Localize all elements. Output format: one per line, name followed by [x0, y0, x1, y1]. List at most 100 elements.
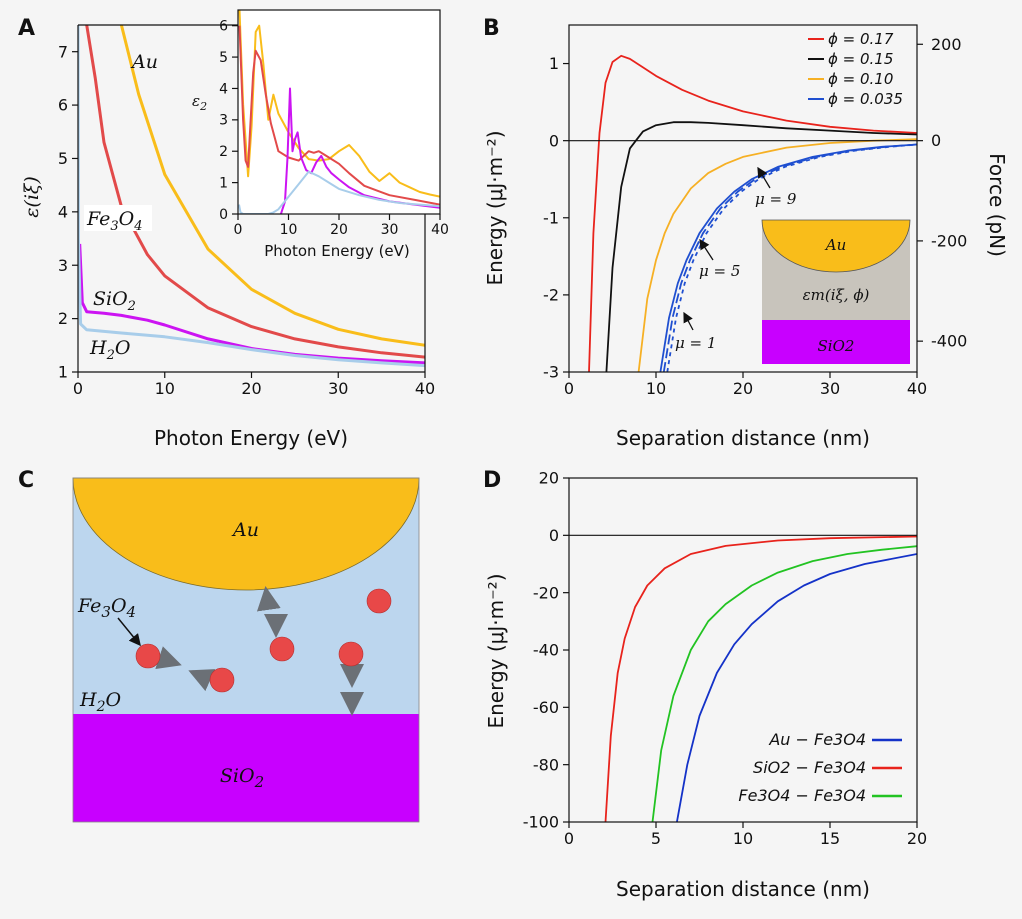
panel-d-axes: 0 5 10 15 20 -100 -80 -60 -40 -20 0 20 [523, 469, 927, 848]
y-tick-label: 4 [219, 81, 228, 97]
legend-entry: SiO2 − Fe3O4 [753, 758, 866, 777]
series-line-H2O [78, 25, 425, 368]
panel-b-xlabel: Separation distance (nm) [616, 426, 870, 450]
y-tick-label: -20 [533, 583, 559, 602]
x-tick-label: 40 [415, 379, 435, 398]
series-line-ϕ = 0.15 [605, 121, 917, 372]
y-tick-label: -60 [533, 698, 559, 717]
y-tick-label: 5 [219, 50, 228, 66]
panel-a-axes: 0 10 20 30 40 1 2 3 4 5 6 7 [58, 24, 435, 398]
panel-c-schematic: Au Fe3O4 H2O SiO2 [72, 477, 420, 823]
panel-b-chart: 0 10 20 30 40 -3 -2 -1 0 1 200 0 -200 -400 Separation… [483, 24, 1009, 450]
panel-a-inset-series-group [238, 10, 440, 214]
x-tick-label: 10 [280, 222, 298, 238]
particle [135, 643, 161, 669]
schematic-fe3o4-label: Fe3O4 [77, 595, 136, 621]
x-tick-label: 20 [330, 222, 348, 238]
x-tick-label: 0 [564, 829, 574, 848]
panel-d-legend: Au − Fe3O4 SiO2 − Fe3O4 Fe3O4 − Fe3O4 [738, 730, 902, 805]
x-tick-label: 0 [564, 379, 574, 398]
panel-d-xlabel: Separation distance (nm) [616, 877, 870, 901]
y2-tick-label: 200 [931, 35, 962, 54]
legend-entry: Au − Fe3O4 [768, 730, 866, 749]
y-tick-label: 0 [549, 526, 559, 545]
y2-tick-label: 0 [931, 131, 941, 150]
y-tick-label: -100 [523, 813, 559, 832]
panel-d-chart: 0 5 10 15 20 -100 -80 -60 -40 -20 0 20 Separation d… [484, 469, 927, 901]
series-line-Fe3O4 − Fe3O4 [651, 545, 917, 822]
x-tick-label: 20 [907, 829, 927, 848]
y-tick-label: -40 [533, 641, 559, 660]
series-line-Au [119, 25, 425, 347]
fe3o4-pointer-arrow [117, 617, 141, 647]
x-tick-label: 40 [907, 379, 927, 398]
y-tick-label: -3 [543, 363, 559, 382]
series-line-μ = 9 [666, 143, 917, 372]
y-tick-label: 6 [219, 19, 228, 35]
series-line-ϕ = 0.10 [637, 138, 917, 372]
panel-a-inset-ylabel: ε2 [192, 92, 207, 113]
legend-entry: ϕ = 0.10 [828, 70, 893, 88]
svg-text:μ = 5: μ = 5 [699, 262, 740, 280]
particle [269, 636, 295, 662]
schematic-au-label: Au [231, 519, 259, 541]
y2-tick-label: -400 [931, 332, 967, 351]
panel-d-letter: D [483, 468, 501, 493]
x-tick-label: 10 [733, 829, 753, 848]
particle [366, 588, 392, 614]
x-tick-label: 20 [241, 379, 261, 398]
x-tick-label: 5 [651, 829, 661, 848]
annotation-h2o: H2O [89, 337, 131, 363]
x-tick-label: 10 [155, 379, 175, 398]
panel-d-ylabel: Energy (μJ·m⁻²) [484, 573, 508, 728]
y-tick-label: 1 [219, 176, 228, 192]
panel-b-y2label: Force (pN) [985, 153, 1009, 257]
panel-a-xlabel: Photon Energy (eV) [154, 426, 348, 450]
y-tick-label: 4 [58, 202, 68, 221]
panel-b-series-group [588, 54, 917, 372]
x-tick-label: 10 [646, 379, 666, 398]
sio2-substrate [73, 714, 419, 822]
annotation-au: Au [130, 51, 158, 73]
panel-d-series-group [604, 535, 917, 822]
y-tick-label: 7 [58, 42, 68, 61]
mu9-label: μ = 9 [755, 166, 797, 208]
y-tick-label: 5 [58, 149, 68, 168]
series-line-Fe3O4 [85, 25, 425, 359]
svg-text:μ = 9: μ = 9 [755, 190, 797, 208]
x-tick-label: 30 [328, 379, 348, 398]
series-line-ϕ = 0.17 [588, 54, 917, 372]
y-tick-label: 1 [58, 363, 68, 382]
y-tick-label: 3 [58, 256, 68, 275]
x-tick-label: 40 [431, 222, 449, 238]
series-line-H2O [238, 170, 440, 214]
svg-text:μ = 1: μ = 1 [675, 334, 716, 352]
legend-entry: ϕ = 0.15 [828, 50, 893, 68]
panel-b-legend: ϕ = 0.17 ϕ = 0.15 ϕ = 0.10 ϕ = 0.035 [808, 30, 903, 108]
y-tick-label: -80 [533, 755, 559, 774]
series-line-Au − Fe3O4 [676, 553, 917, 822]
series-line-SiO2 [78, 243, 425, 365]
panel-c-letter: C [18, 468, 34, 493]
y-tick-label: 2 [58, 309, 68, 328]
panel-a-series-group [78, 25, 425, 368]
x-tick-label: 20 [733, 379, 753, 398]
y-tick-label: 0 [549, 131, 559, 150]
y-tick-label: 0 [219, 207, 228, 223]
annotation-fe3o4: Fe3O4 [84, 205, 152, 234]
inset-medium-label: εm(iξ, ϕ) [803, 286, 870, 304]
legend-entry: Fe3O4 − Fe3O4 [738, 786, 866, 805]
panel-b-axes: 0 10 20 30 40 -3 -2 -1 0 1 200 0 -200 -400 [543, 24, 967, 398]
mu5-label: μ = 5 [699, 238, 740, 280]
legend-entry: ϕ = 0.17 [828, 30, 894, 48]
mu1-label: μ = 1 [675, 311, 716, 352]
series-line-SiO2 − Fe3O4 [604, 535, 917, 822]
particle [209, 667, 235, 693]
y-tick-label: 6 [58, 96, 68, 115]
x-tick-label: 15 [820, 829, 840, 848]
series-line-SiO2 [279, 87, 440, 214]
y2-tick-label: -200 [931, 231, 967, 250]
fe3o4-particles [135, 588, 392, 693]
panel-a-letter: A [18, 16, 35, 41]
panel-b-ylabel: Energy (μJ·m⁻²) [483, 130, 507, 285]
